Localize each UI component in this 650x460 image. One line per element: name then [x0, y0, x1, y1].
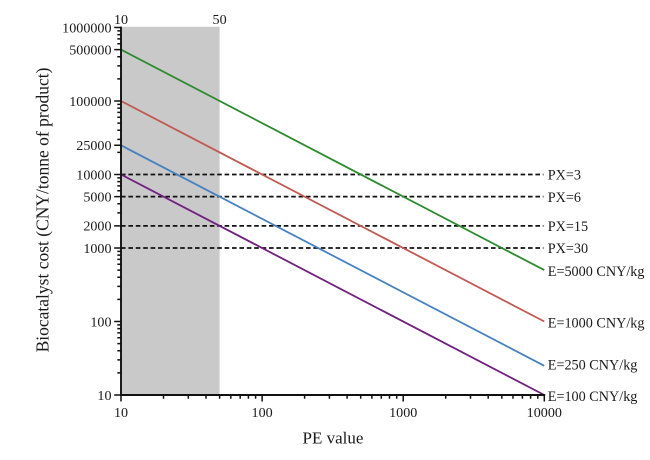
svg-text:500000: 500000 — [69, 42, 111, 58]
svg-text:E=5000 CNY/kg: E=5000 CNY/kg — [548, 264, 645, 280]
svg-text:10000: 10000 — [527, 405, 562, 421]
svg-text:25000: 25000 — [76, 138, 111, 154]
svg-text:PX=30: PX=30 — [548, 241, 588, 257]
svg-text:1000: 1000 — [389, 405, 417, 421]
svg-text:100: 100 — [252, 405, 273, 421]
svg-text:E=100 CNY/kg: E=100 CNY/kg — [548, 389, 638, 405]
svg-text:5000: 5000 — [83, 189, 111, 205]
svg-text:50: 50 — [213, 12, 227, 28]
svg-text:PX=15: PX=15 — [548, 219, 588, 235]
svg-text:2000: 2000 — [83, 219, 111, 235]
svg-text:100000: 100000 — [69, 94, 111, 110]
svg-text:PX=3: PX=3 — [548, 168, 581, 184]
svg-text:100: 100 — [90, 314, 111, 330]
svg-text:Biocatalyst cost (CNY/tonne of: Biocatalyst cost (CNY/tonne of product) — [33, 67, 53, 352]
svg-text:PE value: PE value — [303, 429, 364, 448]
svg-text:1000000: 1000000 — [62, 20, 111, 36]
svg-text:10: 10 — [97, 388, 111, 404]
svg-text:10: 10 — [114, 405, 128, 421]
svg-text:10000: 10000 — [76, 167, 111, 183]
svg-text:1000: 1000 — [83, 241, 111, 257]
svg-text:PX=6: PX=6 — [548, 190, 581, 206]
svg-text:E=250 CNY/kg: E=250 CNY/kg — [548, 358, 638, 374]
svg-text:10: 10 — [114, 12, 128, 28]
svg-text:E=1000 CNY/kg: E=1000 CNY/kg — [548, 316, 645, 332]
